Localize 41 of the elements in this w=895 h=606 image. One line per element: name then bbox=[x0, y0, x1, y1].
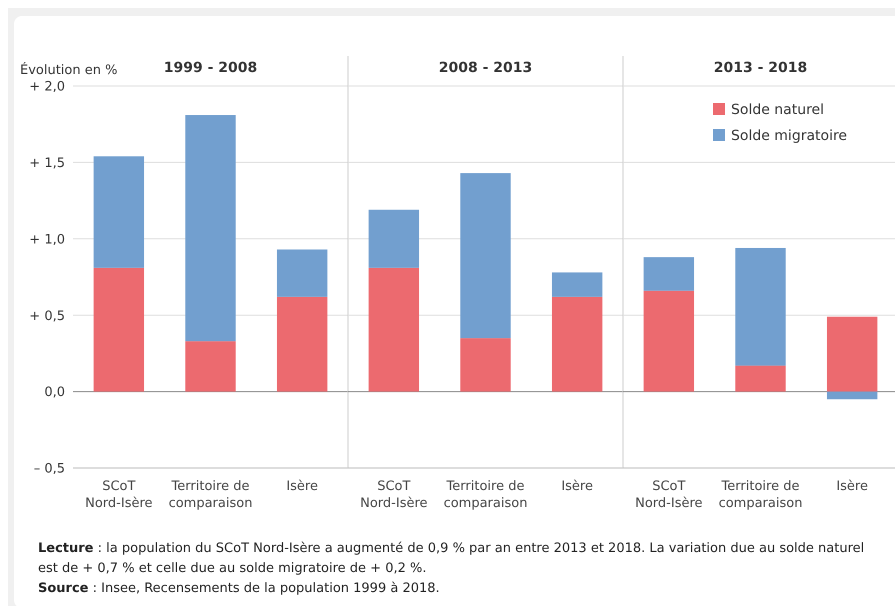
y-tick-label: + 1,0 bbox=[29, 232, 65, 248]
x-tick-label: SCoT Nord-Isère bbox=[85, 479, 153, 511]
bar bbox=[460, 338, 511, 392]
chart-title: 1999 - 2008 bbox=[164, 60, 258, 76]
x-tick-label: Isère bbox=[561, 479, 594, 494]
y-tick-label: 0,0 bbox=[44, 385, 65, 400]
y-tick-label: + 2,0 bbox=[29, 80, 65, 95]
bar bbox=[644, 257, 694, 291]
chart-title: 2013 - 2018 bbox=[714, 60, 808, 76]
bar bbox=[185, 341, 236, 392]
bar bbox=[368, 268, 420, 392]
bar bbox=[826, 392, 878, 400]
x-tick-label: Territoire de comparaison bbox=[168, 479, 252, 511]
bar bbox=[94, 268, 144, 392]
x-tick-label: Territoire de comparaison bbox=[444, 479, 528, 511]
legend-label: Solde naturel bbox=[731, 102, 824, 118]
bar bbox=[644, 290, 694, 392]
x-tick-label: Territoire de comparaison bbox=[718, 479, 802, 511]
y-tick-label: + 1,5 bbox=[29, 156, 65, 171]
bar bbox=[276, 296, 328, 392]
bar bbox=[735, 248, 786, 366]
x-tick-label: SCoT Nord-Isère bbox=[635, 479, 703, 511]
x-tick-label: Isère bbox=[286, 479, 318, 494]
x-tick-label: SCoT Nord-Isère bbox=[360, 479, 428, 511]
y-tick-label: – 0,5 bbox=[34, 462, 65, 477]
text: Lecture : la population du SCoT Nord-Isère a augmenté de 0,9 % par an entre 2013 et 2018. La variation due au solde naturel est de + 0,7 % et celle due au solde migratoire de + 0,2 %. bbox=[38, 541, 864, 576]
y-axis-title: Évolution en % bbox=[20, 61, 118, 78]
bar bbox=[185, 115, 236, 342]
bar bbox=[826, 316, 878, 392]
source-note: Source : Insee, Recensements de la population 1999 à 2018. bbox=[38, 581, 440, 596]
bar bbox=[735, 366, 786, 392]
bar bbox=[552, 296, 602, 392]
bar bbox=[368, 210, 420, 268]
bar bbox=[94, 156, 144, 268]
y-tick-label: + 0,5 bbox=[29, 308, 65, 324]
legend-label: Solde migratoire bbox=[731, 128, 848, 144]
bar bbox=[276, 249, 328, 297]
x-tick-label: Isère bbox=[836, 479, 868, 494]
bar bbox=[460, 173, 511, 338]
chart-title: 2008 - 2013 bbox=[438, 60, 532, 76]
bar bbox=[552, 272, 602, 297]
